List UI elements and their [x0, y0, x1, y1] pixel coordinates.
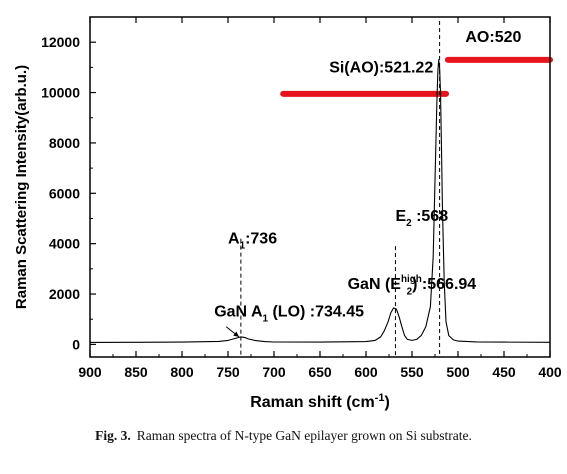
x-tick-label-5: 650: [308, 364, 332, 380]
annotation-0: Si(AO):521.22: [329, 59, 433, 76]
y-axis-label: Raman Scattering Intensity(arb.u.): [13, 65, 30, 309]
x-tick-label-2: 800: [170, 364, 194, 380]
raman-chart: 900 850 800 750 700 650 600 550 500 450 4000200040…: [13, 16, 562, 411]
x-tick-label-7: 550: [400, 364, 424, 380]
x-tick-label-4: 700: [262, 364, 286, 380]
annotation-4: A1:736: [228, 231, 277, 252]
series-line-0: [89, 59, 551, 343]
y-tick-label-1: 2000: [49, 286, 80, 302]
x-axis-label: Raman shift (cm-1): [250, 392, 390, 411]
highlight-marks: [280, 56, 553, 97]
caption-text: Raman spectra of N-type GaN epilayer gro…: [136, 428, 472, 443]
series-layer: [89, 59, 551, 343]
x-tick-label-10: 400: [538, 364, 562, 380]
x-tick-label-9: 450: [492, 364, 516, 380]
y-tick-label-2: 4000: [49, 236, 80, 252]
y-tick-label-5: 10000: [41, 85, 80, 101]
annotations: Si(AO):521.22 AO:520 E2 :568 GaN (Ehigh 2) :…: [214, 29, 521, 338]
annotation-2: E2 :568: [395, 208, 448, 229]
reference-lines: [240, 21, 441, 357]
x-tick-label-6: 600: [354, 364, 378, 380]
annotation-arrow-head: [233, 331, 240, 337]
axis-labels: Raman shift (cm-1) Raman Scattering Inten…: [13, 65, 390, 411]
axes: 900 850 800 750 700 650 600 550 500 450 4000200040…: [41, 16, 562, 380]
x-tick-label-8: 500: [446, 364, 470, 380]
x-tick-label-0: 900: [78, 364, 102, 380]
y-tick-label-6: 12000: [41, 34, 80, 50]
y-tick-label-4: 8000: [49, 135, 80, 151]
caption-label: Fig. 3.: [95, 428, 131, 443]
annotation-3: GaN (Ehigh 2) :566.94: [348, 274, 477, 298]
y-tick-label-3: 6000: [49, 185, 80, 201]
x-tick-label-1: 850: [124, 364, 148, 380]
annotation-5: GaN A1 (LO) :734.45: [214, 304, 364, 325]
y-tick-label-0: 0: [72, 336, 80, 352]
annotation-1: AO:520: [465, 29, 521, 46]
figure-caption: Fig. 3. Raman spectra of N-type GaN epila…: [0, 428, 567, 444]
x-tick-label-3: 750: [216, 364, 240, 380]
